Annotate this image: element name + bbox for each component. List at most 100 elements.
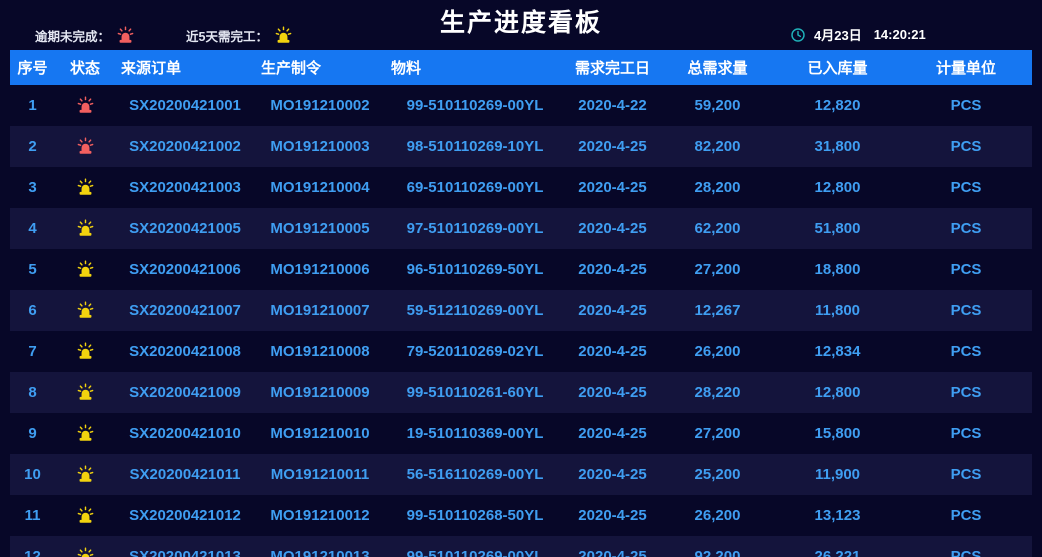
row-due-date: 2020-4-25 (578, 261, 647, 278)
red-alarm-icon (77, 137, 93, 154)
table-row: 6 SX20200421007 MO191210007 59-512110269… (10, 290, 1032, 331)
row-status (55, 301, 115, 320)
row-work-order: MO191210006 (270, 261, 370, 278)
table-body: 1 SX20200421001 MO191210002 99-510110269… (10, 85, 1032, 557)
legend-overdue: 逾期未完成： (35, 26, 135, 45)
row-status (55, 219, 115, 238)
row-work-order: MO191210004 (270, 179, 370, 196)
row-status (55, 547, 115, 557)
row-status (55, 465, 115, 484)
row-total-demand: 28,220 (694, 384, 741, 401)
row-total-demand: 82,200 (694, 138, 741, 155)
row-source-order: SX20200421012 (129, 507, 241, 524)
row-seq: 12 (24, 548, 41, 557)
row-material: 99-510110261-60YL (406, 384, 544, 401)
row-work-order: MO191210013 (270, 548, 370, 557)
row-status (55, 424, 115, 443)
row-due-date: 2020-4-25 (578, 425, 647, 442)
header-status: 状态 (69, 60, 100, 77)
row-stocked-in: 26,221 (814, 548, 861, 557)
legend-overdue-label: 逾期未完成： (35, 30, 111, 44)
header-unit: 计量单位 (935, 60, 996, 77)
row-work-order: MO191210009 (270, 384, 370, 401)
row-source-order: SX20200421005 (129, 220, 241, 237)
table-row: 10 SX20200421011 MO191210011 56-51611026… (10, 454, 1032, 495)
row-work-order: MO191210005 (270, 220, 370, 237)
row-status (55, 260, 115, 279)
header-material: 物料 (391, 60, 422, 77)
table-row: 4 SX20200421005 MO191210005 97-510110269… (10, 208, 1032, 249)
row-work-order: MO191210011 (270, 466, 370, 483)
table-row: 11 SX20200421012 MO191210012 99-51011026… (10, 495, 1032, 536)
yellow-alarm-icon (77, 301, 93, 318)
row-total-demand: 12,267 (694, 302, 741, 319)
row-unit: PCS (950, 384, 982, 401)
row-total-demand: 26,200 (694, 343, 741, 360)
current-time: 14:20:21 (873, 27, 926, 42)
table-row: 9 SX20200421010 MO191210010 19-510110369… (10, 413, 1032, 454)
row-total-demand: 62,200 (694, 220, 741, 237)
row-work-order: MO191210008 (270, 343, 370, 360)
red-alarm-icon (77, 96, 93, 113)
row-unit: PCS (950, 97, 982, 114)
row-due-date: 2020-4-25 (578, 548, 647, 557)
row-unit: PCS (950, 548, 982, 557)
header-total-demand: 总需求量 (687, 60, 748, 77)
red-alarm-icon (117, 26, 134, 43)
row-source-order: SX20200421007 (129, 302, 241, 319)
current-date: 4月23日 (814, 28, 862, 43)
row-material: 96-510110269-50YL (406, 261, 544, 278)
row-source-order: SX20200421011 (129, 466, 241, 483)
datetime-display: 4月23日 14:20:21 (790, 25, 926, 44)
yellow-alarm-icon (77, 383, 93, 400)
yellow-alarm-icon (77, 506, 93, 523)
row-work-order: MO191210007 (270, 302, 370, 319)
row-work-order: MO191210002 (270, 97, 370, 114)
row-source-order: SX20200421013 (129, 548, 241, 557)
table-row: 3 SX20200421003 MO191210004 69-510110269… (10, 167, 1032, 208)
row-seq: 10 (24, 466, 41, 483)
row-material: 98-510110269-10YL (406, 138, 544, 155)
row-seq: 4 (28, 220, 37, 237)
row-status (55, 506, 115, 525)
table-row: 2 SX20200421002 MO191210003 98-510110269… (10, 126, 1032, 167)
legend-due-soon-label: 近5天需完工： (186, 30, 268, 44)
header-source-order: 来源订单 (121, 60, 182, 77)
row-source-order: SX20200421006 (129, 261, 241, 278)
yellow-alarm-icon (77, 424, 93, 441)
row-material: 99-510110269-00YL (406, 548, 544, 557)
row-stocked-in: 12,834 (814, 343, 861, 360)
row-stocked-in: 13,123 (814, 507, 861, 524)
yellow-alarm-icon (77, 178, 93, 195)
row-total-demand: 25,200 (694, 466, 741, 483)
row-source-order: SX20200421008 (129, 343, 241, 360)
row-seq: 9 (28, 425, 37, 442)
table-row: 12 SX20200421013 MO191210013 99-51011026… (10, 536, 1032, 557)
header-stocked-in: 已入库量 (807, 60, 868, 77)
row-material: 59-512110269-00YL (406, 302, 544, 319)
table-header-row: 序号 状态 来源订单 生产制令 物料 需求完工日 总需求量 已入库量 计量单位 (10, 50, 1032, 85)
row-work-order: MO191210003 (270, 138, 370, 155)
page-title: 生产进度看板 (439, 9, 602, 37)
row-material: 99-510110269-00YL (406, 97, 544, 114)
row-due-date: 2020-4-25 (578, 466, 647, 483)
row-status (55, 96, 115, 115)
row-work-order: MO191210010 (270, 425, 370, 442)
row-source-order: SX20200421010 (129, 425, 241, 442)
row-seq: 6 (28, 302, 37, 319)
row-unit: PCS (950, 425, 982, 442)
row-stocked-in: 15,800 (814, 425, 861, 442)
row-status (55, 342, 115, 361)
clock-icon (791, 27, 805, 42)
row-unit: PCS (950, 179, 982, 196)
row-due-date: 2020-4-25 (578, 220, 647, 237)
row-seq: 3 (28, 179, 37, 196)
row-unit: PCS (950, 220, 982, 237)
row-stocked-in: 51,800 (814, 220, 861, 237)
row-due-date: 2020-4-25 (578, 138, 647, 155)
header-due-date: 需求完工日 (574, 60, 650, 77)
row-material: 79-520110269-02YL (406, 343, 544, 360)
table-row: 1 SX20200421001 MO191210002 99-510110269… (10, 85, 1032, 126)
row-unit: PCS (950, 302, 982, 319)
